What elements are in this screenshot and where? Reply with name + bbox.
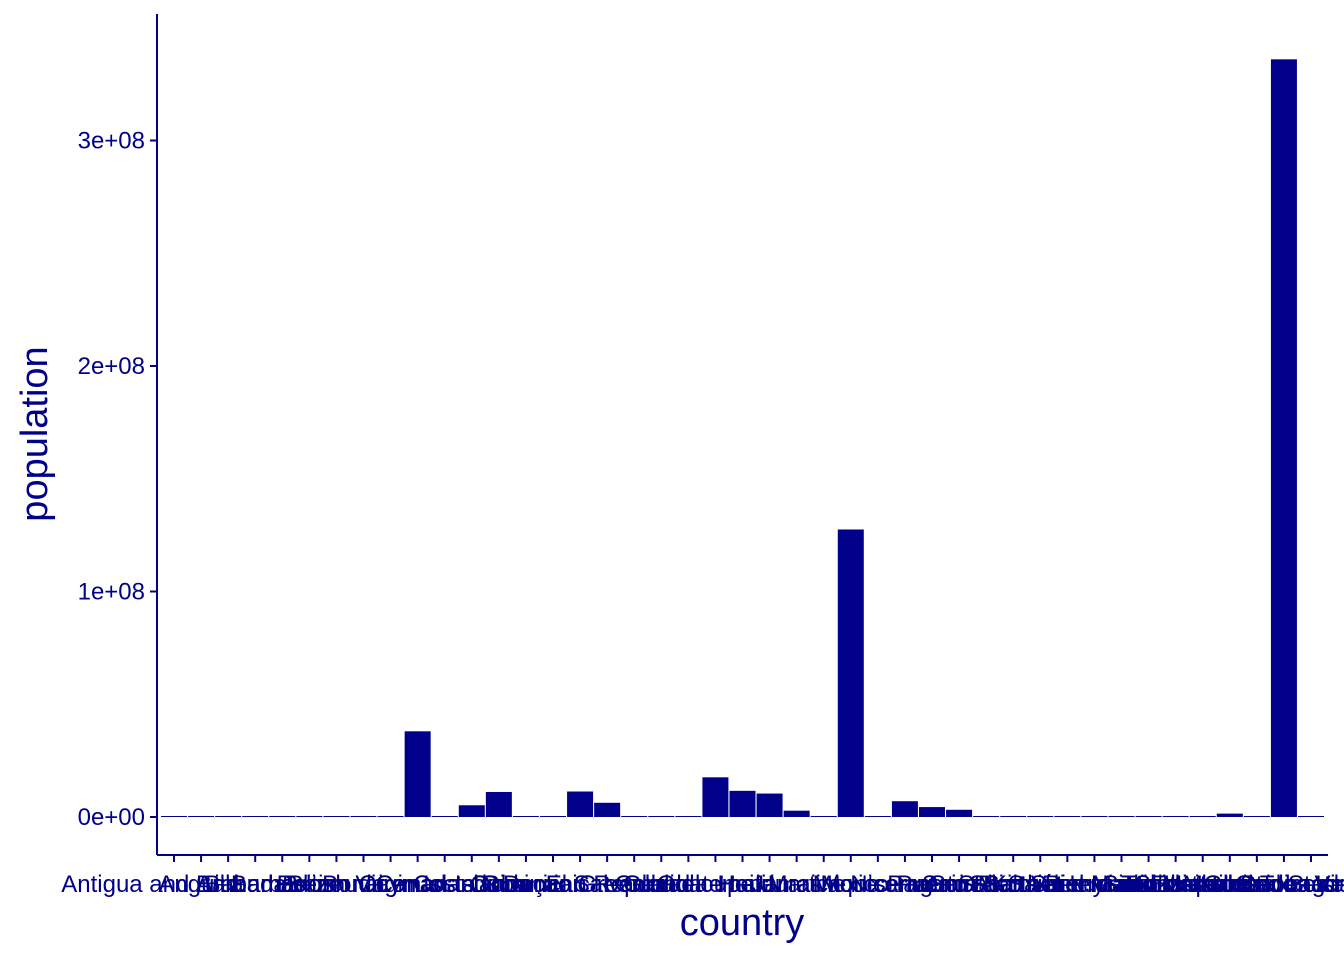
bar: [485, 791, 512, 817]
x-tick-label: Cuba: [470, 871, 528, 898]
y-tick-label: 2e+08: [78, 353, 145, 380]
x-tick-label: Guadeloupe: [623, 871, 754, 898]
x-tick-label: Dominican Republic: [473, 871, 686, 898]
bar: [1270, 59, 1297, 817]
bar: [810, 816, 837, 817]
bar: [594, 802, 621, 817]
y-tick-label: 3e+08: [78, 128, 145, 155]
bar: [431, 816, 458, 817]
bar: [350, 816, 377, 817]
x-tick-label: Jamaica: [752, 871, 842, 898]
bar: [864, 816, 891, 817]
x-tick-label: Saint Pierre and Miquelon: [983, 871, 1259, 898]
bar: [1108, 816, 1135, 817]
x-tick-label: Montserrat: [821, 871, 936, 898]
bar: [377, 816, 404, 817]
x-tick-label: United States: [1212, 871, 1344, 898]
x-tick-label: Trinidad and Tobago: [1121, 871, 1339, 898]
bar: [296, 816, 323, 817]
bar: [648, 816, 675, 817]
bar: [1000, 816, 1027, 817]
x-tick-label: Haiti: [718, 871, 766, 898]
x-tick-label: Aruba: [196, 871, 261, 898]
bar: [458, 805, 485, 817]
x-tick-label: Sint Eustatius: [1102, 871, 1249, 898]
x-tick-label: Costa Rica: [413, 871, 531, 898]
x-tick-label: Guatemala: [657, 871, 775, 898]
bar: [512, 816, 539, 817]
bar: [837, 529, 864, 817]
y-tick-label: 0e+00: [78, 804, 145, 831]
x-tick-label: Dominica: [503, 871, 604, 898]
x-tick-label: Bonaire: [322, 871, 405, 898]
x-tick-label: British Virgin Islands: [282, 871, 499, 898]
x-tick-label: Saint Lucia: [1008, 871, 1127, 898]
x-ticks-group: Antigua and BarbudaAnguillaArubaBahamasB…: [61, 855, 1344, 898]
x-tick-label: Saint Barthélemy: [922, 871, 1105, 898]
x-tick-label: Sint Maarten: [1135, 871, 1271, 898]
x-tick-label: Martinique: [768, 871, 880, 898]
bar: [946, 809, 973, 817]
bar: [1081, 816, 1108, 817]
bar: [891, 801, 918, 817]
x-tick-label: Honduras: [718, 871, 822, 898]
bar: [1298, 816, 1324, 817]
bar: [269, 816, 296, 817]
x-tick-label: Saint Kitts and Nevis: [930, 871, 1151, 898]
x-tick-label: El Salvador: [546, 871, 669, 898]
x-tick-label: Anguilla: [158, 871, 244, 898]
x-tick-label: United States Virgin Islands: [1164, 871, 1344, 898]
bar: [973, 816, 1000, 817]
x-tick-label: Turks and Caicos Islands: [1123, 871, 1344, 898]
bar: [729, 790, 756, 817]
bar: [621, 816, 648, 817]
x-axis-title: country: [680, 902, 805, 944]
bar: [188, 816, 215, 817]
x-tick-label: Barbados: [231, 871, 334, 898]
x-tick-label: Nicaragua: [850, 871, 960, 898]
bar: [215, 816, 242, 817]
bar: [675, 816, 702, 817]
x-tick-label: Cayman Islands: [359, 871, 531, 898]
x-tick-label: Antigua and Barbuda: [61, 871, 287, 898]
bar: [540, 816, 566, 817]
bar: [242, 816, 269, 817]
y-tick-label: 1e+08: [78, 579, 145, 606]
x-tick-label: Panama: [887, 871, 977, 898]
bar: [783, 810, 810, 817]
bars-group: [161, 59, 1324, 817]
bar: [1216, 813, 1243, 817]
bar: [323, 816, 350, 817]
x-tick-label: Greenland: [578, 871, 690, 898]
x-tick-label: Puerto Rico: [896, 871, 1021, 898]
y-axis-title: population: [14, 346, 56, 521]
y-ticks-group: 0e+00 1e+08 2e+08 3e+08: [78, 128, 157, 831]
x-tick-label: Grenada: [615, 871, 709, 898]
bar: [567, 791, 594, 817]
bar: [1027, 816, 1054, 817]
bar: [1243, 816, 1270, 817]
x-tick-label: Belize: [277, 871, 342, 898]
x-tick-label: Saba: [958, 871, 1015, 898]
bar: [1054, 816, 1081, 817]
bar: [161, 816, 187, 817]
bar: [756, 793, 783, 817]
x-tick-label: Saint Vincent and the Grenadines: [969, 871, 1327, 898]
bar: [404, 731, 431, 817]
x-tick-label: Bahamas: [205, 871, 306, 898]
bar: [919, 807, 945, 817]
bar: [1189, 816, 1216, 817]
x-tick-label: Canada: [376, 871, 461, 898]
x-tick-label: Curaçao: [481, 871, 572, 898]
bar: [702, 777, 729, 817]
x-tick-label: Mexico: [813, 871, 889, 898]
bar: [1162, 816, 1189, 817]
x-tick-label: Bermuda: [288, 871, 386, 898]
x-tick-label: Saint Martin: [1030, 871, 1158, 898]
bar: [1135, 816, 1162, 817]
